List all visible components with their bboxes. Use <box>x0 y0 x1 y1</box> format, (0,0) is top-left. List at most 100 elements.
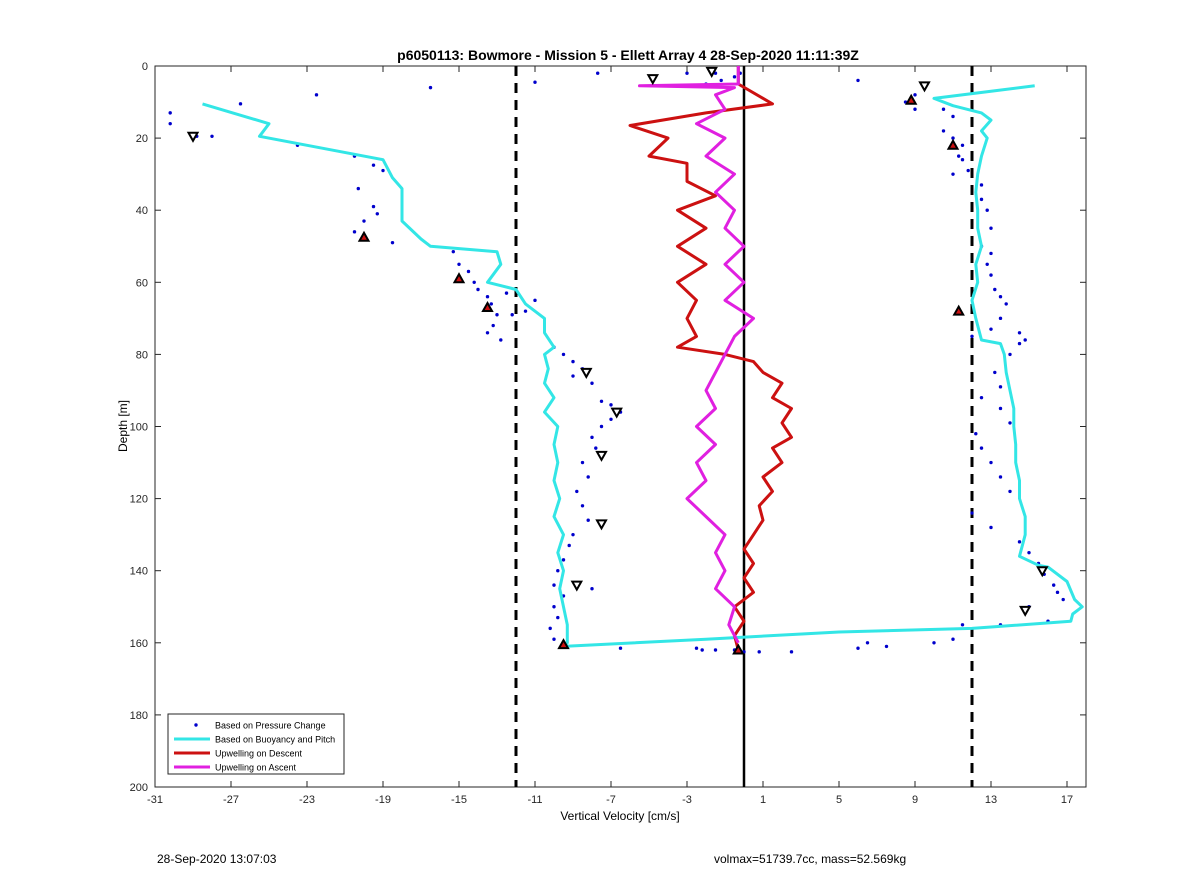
pressure-point <box>960 158 965 162</box>
up-triangle-marker <box>946 138 960 150</box>
pressure-point <box>989 273 993 277</box>
pressure-point <box>590 381 594 385</box>
pressure-point <box>700 648 704 652</box>
x-tick-label: 13 <box>985 794 997 806</box>
y-tick-label: 160 <box>130 638 148 650</box>
pressure-point <box>1061 597 1065 602</box>
pressure-point <box>352 230 357 234</box>
pressure-point <box>556 569 560 573</box>
pressure-point <box>618 646 623 650</box>
pressure-point <box>567 543 571 548</box>
down-triangle-marker <box>595 519 608 531</box>
pressure-point <box>571 359 575 364</box>
pressure-point <box>865 641 870 645</box>
pressure-point <box>998 406 1003 411</box>
pressure-point <box>586 475 590 479</box>
pressure-point <box>1017 540 1022 544</box>
series-3 <box>638 66 755 644</box>
pressure-point <box>168 111 172 115</box>
pressure-point <box>1017 341 1022 346</box>
pressure-point <box>491 323 495 328</box>
up-triangle-marker <box>557 638 570 650</box>
y-tick-label: 200 <box>130 782 148 794</box>
y-tick-label: 40 <box>136 205 148 217</box>
pressure-point <box>210 134 214 138</box>
y-tick-label: 0 <box>142 61 148 73</box>
x-tick-label: -27 <box>223 794 239 806</box>
pressure-point <box>1008 489 1012 494</box>
pressure-point <box>504 291 509 295</box>
pressure-point <box>1004 302 1008 306</box>
pressure-point <box>941 129 946 133</box>
pressure-point <box>571 374 575 378</box>
pressure-point <box>499 338 503 342</box>
footer-timestamp: 28-Sep-2020 13:07:03 <box>157 852 277 866</box>
pressure-point <box>168 121 172 126</box>
pressure-point <box>362 219 366 223</box>
pressure-point <box>485 331 490 335</box>
pressure-point <box>381 168 385 173</box>
pressure-point <box>719 78 723 83</box>
pressure-point <box>998 385 1003 389</box>
pressure-point <box>375 212 379 216</box>
legend-label: Upwelling on Ascent <box>215 763 297 773</box>
pressure-point <box>998 316 1003 321</box>
x-tick-label: -11 <box>527 794 542 806</box>
pressure-point <box>941 107 946 111</box>
pressure-point <box>960 623 965 627</box>
reference-lines <box>514 66 974 787</box>
series-2 <box>628 66 793 651</box>
pressure-point <box>371 163 376 167</box>
y-tick-label: 180 <box>130 710 148 722</box>
up-triangle-marker <box>481 300 494 313</box>
x-tick-label: -15 <box>451 794 467 806</box>
y-tick-label: 80 <box>136 349 148 361</box>
up-triangle-marker <box>904 93 918 105</box>
down-triangle-marker <box>595 450 608 462</box>
pressure-point <box>1023 338 1027 342</box>
pressure-point <box>485 295 490 299</box>
y-axis-label: Depth [m] <box>116 400 130 452</box>
up-triangle-marker <box>357 230 371 242</box>
legend: Based on Pressure Change Based on Buoyanc… <box>167 713 345 775</box>
pressure-point <box>590 587 594 591</box>
pressure-point <box>457 262 461 266</box>
pressure-point <box>998 295 1003 299</box>
pressure-point <box>913 93 917 97</box>
pressure-point <box>390 240 395 245</box>
y-tick-label: 20 <box>136 133 148 145</box>
x-axis-label: Vertical Velocity [cm/s] <box>560 809 679 823</box>
plot-area <box>154 65 1087 788</box>
pressure-point <box>586 518 590 522</box>
pressure-point <box>1008 421 1012 425</box>
pressure-point <box>966 168 970 173</box>
footer-params: volmax=51739.7cc, mass=52.569kg <box>714 852 907 866</box>
pressure-point <box>495 313 499 317</box>
x-tick-label: -19 <box>375 794 391 806</box>
pressure-point <box>472 280 476 284</box>
pressure-point <box>957 154 961 158</box>
series-line-3 <box>638 66 755 644</box>
pressure-point <box>575 489 579 494</box>
pressure-point <box>951 637 955 641</box>
pressure-point <box>913 107 917 111</box>
pressure-point <box>561 352 566 357</box>
pressure-point <box>993 287 997 292</box>
pressure-point <box>1008 352 1012 357</box>
pressure-point <box>580 460 585 465</box>
pressure-point <box>932 641 936 645</box>
pressure-point <box>979 183 984 187</box>
pressure-point <box>960 143 965 148</box>
pressure-point <box>757 650 761 654</box>
down-triangle-marker <box>1018 605 1032 617</box>
pressure-point <box>1027 550 1031 555</box>
pressure-point <box>713 648 718 652</box>
pressure-point <box>596 71 600 75</box>
pressure-point <box>523 309 528 313</box>
pressure-point <box>556 615 560 620</box>
pressure-point <box>979 446 984 450</box>
series-layer <box>168 66 1084 654</box>
pressure-point <box>979 395 984 400</box>
pressure-point <box>970 511 974 515</box>
